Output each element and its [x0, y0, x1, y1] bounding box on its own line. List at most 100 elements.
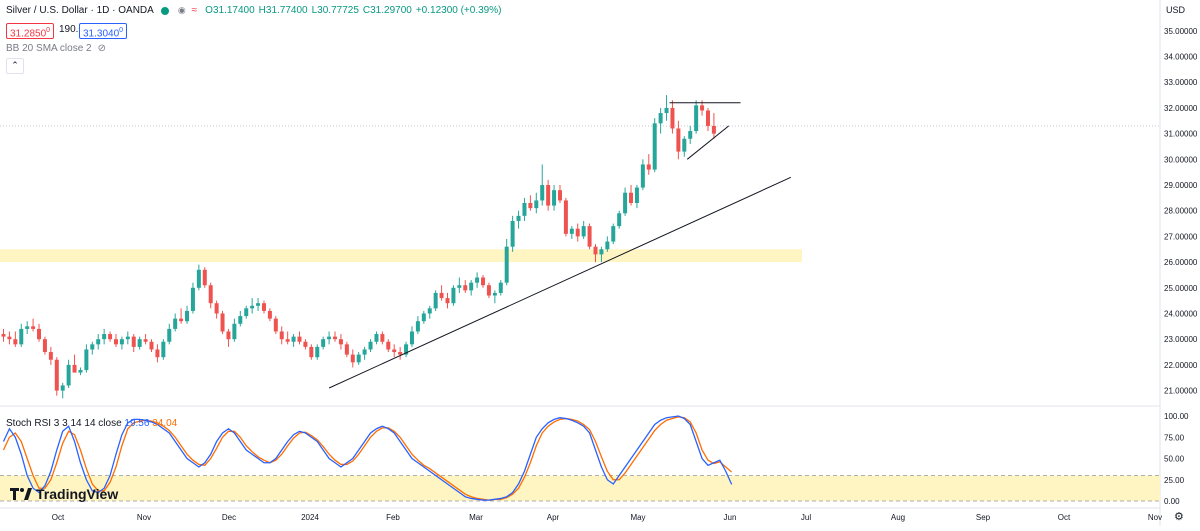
- ohlc-low: L30.77725: [311, 5, 359, 16]
- candle-body: [291, 336, 296, 342]
- rsi-oversold-band: [0, 475, 1160, 501]
- gear-icon[interactable]: ⚙: [1174, 511, 1184, 523]
- candle-body: [244, 308, 249, 317]
- candle-body: [84, 349, 89, 371]
- candle-body: [534, 200, 539, 209]
- eye-icon[interactable]: ◉: [177, 5, 186, 15]
- candle-body: [546, 185, 551, 206]
- candle-body: [563, 200, 568, 234]
- candle-body: [338, 339, 343, 345]
- candle-body: [700, 105, 705, 111]
- candle-body: [640, 164, 645, 188]
- candle-body: [131, 336, 136, 347]
- candle-body: [658, 113, 663, 124]
- candle-body: [25, 326, 30, 329]
- price-tick-label: 29.00000: [1164, 181, 1198, 190]
- candle-body: [664, 107, 669, 114]
- price-tick-label: 21.00000: [1164, 387, 1198, 396]
- rsi-tick-label: 75.00: [1164, 433, 1185, 442]
- tradingview-logo[interactable]: TradingView: [10, 486, 118, 502]
- candle-body: [528, 203, 533, 209]
- candle-body: [581, 226, 586, 237]
- candle-body: [676, 128, 681, 152]
- candle-body: [380, 334, 385, 342]
- stoch-k-value: 19.56: [124, 418, 150, 429]
- candle-body: [1, 334, 6, 337]
- indicator-label[interactable]: BB 20 SMA close 2: [6, 43, 92, 54]
- candle-body: [670, 107, 675, 129]
- candle-body: [705, 110, 710, 126]
- candle-body: [273, 318, 278, 332]
- indicator-legend: BB 20 SMA close 2 ⊘: [6, 43, 106, 54]
- candle-body: [433, 292, 438, 309]
- stoch-d-value: 34.04: [152, 418, 178, 429]
- candle-body: [605, 241, 610, 250]
- market-status-icon: [160, 6, 169, 15]
- time-tick-label: Oct: [52, 513, 65, 522]
- candle-body: [688, 131, 693, 139]
- candle-body: [173, 318, 178, 329]
- candle-body: [682, 138, 687, 152]
- price-tick-label: 23.00000: [1164, 335, 1198, 344]
- time-tick-label: Apr: [547, 513, 560, 522]
- candle-body: [190, 287, 195, 311]
- candle-body: [593, 246, 598, 255]
- price-tick-label: 28.00000: [1164, 207, 1198, 216]
- candle-body: [226, 331, 231, 340]
- candle-body: [516, 215, 521, 221]
- time-tick-label: Sep: [976, 513, 991, 522]
- candle-body: [552, 190, 557, 206]
- candle-body: [386, 341, 391, 350]
- candle-body: [108, 334, 113, 340]
- candle-body: [398, 352, 403, 355]
- stoch-rsi-legend: Stoch RSI 3 3 14 14 close 19.56 34.04: [6, 418, 177, 429]
- candle-body: [48, 352, 53, 360]
- candle-body: [7, 336, 12, 340]
- time-tick-label: May: [630, 513, 645, 522]
- candle-body: [90, 344, 95, 350]
- stoch-k-line: [2, 415, 733, 501]
- candle-body: [261, 303, 266, 311]
- candle-body: [445, 298, 450, 304]
- candle-body: [557, 190, 562, 201]
- candle-body: [451, 287, 456, 304]
- candle-body: [404, 344, 409, 355]
- price-tick-label: 35.00000: [1164, 27, 1198, 36]
- candle-body: [267, 310, 272, 319]
- candle-body: [587, 226, 592, 247]
- candle-body: [220, 313, 225, 332]
- time-tick-label: Oct: [1058, 513, 1071, 522]
- candle-body: [475, 277, 480, 283]
- candle-body: [60, 385, 65, 391]
- candle-body: [119, 339, 124, 345]
- candle-body: [309, 346, 314, 358]
- candle-body: [303, 341, 308, 347]
- candle-body: [333, 336, 338, 340]
- candle-body: [54, 359, 59, 391]
- ohlc-open: O31.17400: [205, 5, 255, 16]
- time-tick-label: Dec: [222, 513, 236, 522]
- candle-body: [463, 285, 468, 291]
- candle-body: [256, 303, 261, 306]
- candle-body: [102, 334, 107, 340]
- symbol-legend: Silver / U.S. Dollar · 1D · OANDA ◉ ≈ O3…: [6, 5, 501, 16]
- candle-body: [125, 336, 130, 340]
- currency-label[interactable]: USD: [1166, 5, 1186, 15]
- tradingview-logo-text: TradingView: [36, 486, 119, 502]
- stoch-rsi-label[interactable]: Stoch RSI 3 3 14 14 close: [6, 418, 122, 429]
- price-tick-label: 22.00000: [1164, 361, 1198, 370]
- buy-price-button[interactable]: 31.30400: [79, 23, 128, 39]
- candle-body: [368, 341, 373, 350]
- symbol-title[interactable]: Silver / U.S. Dollar · 1D · OANDA: [6, 5, 154, 16]
- candle-body: [238, 316, 243, 324]
- candle-body: [415, 321, 420, 332]
- rsi-tick-label: 25.00: [1164, 476, 1185, 485]
- collapse-legend-button[interactable]: ⌃: [6, 58, 24, 74]
- candle-body: [161, 341, 166, 358]
- compare-icon[interactable]: ≈: [191, 5, 198, 16]
- hidden-eye-icon[interactable]: ⊘: [97, 43, 106, 54]
- price-tick-label: 24.00000: [1164, 309, 1198, 318]
- sell-price-button[interactable]: 31.28500: [6, 23, 55, 39]
